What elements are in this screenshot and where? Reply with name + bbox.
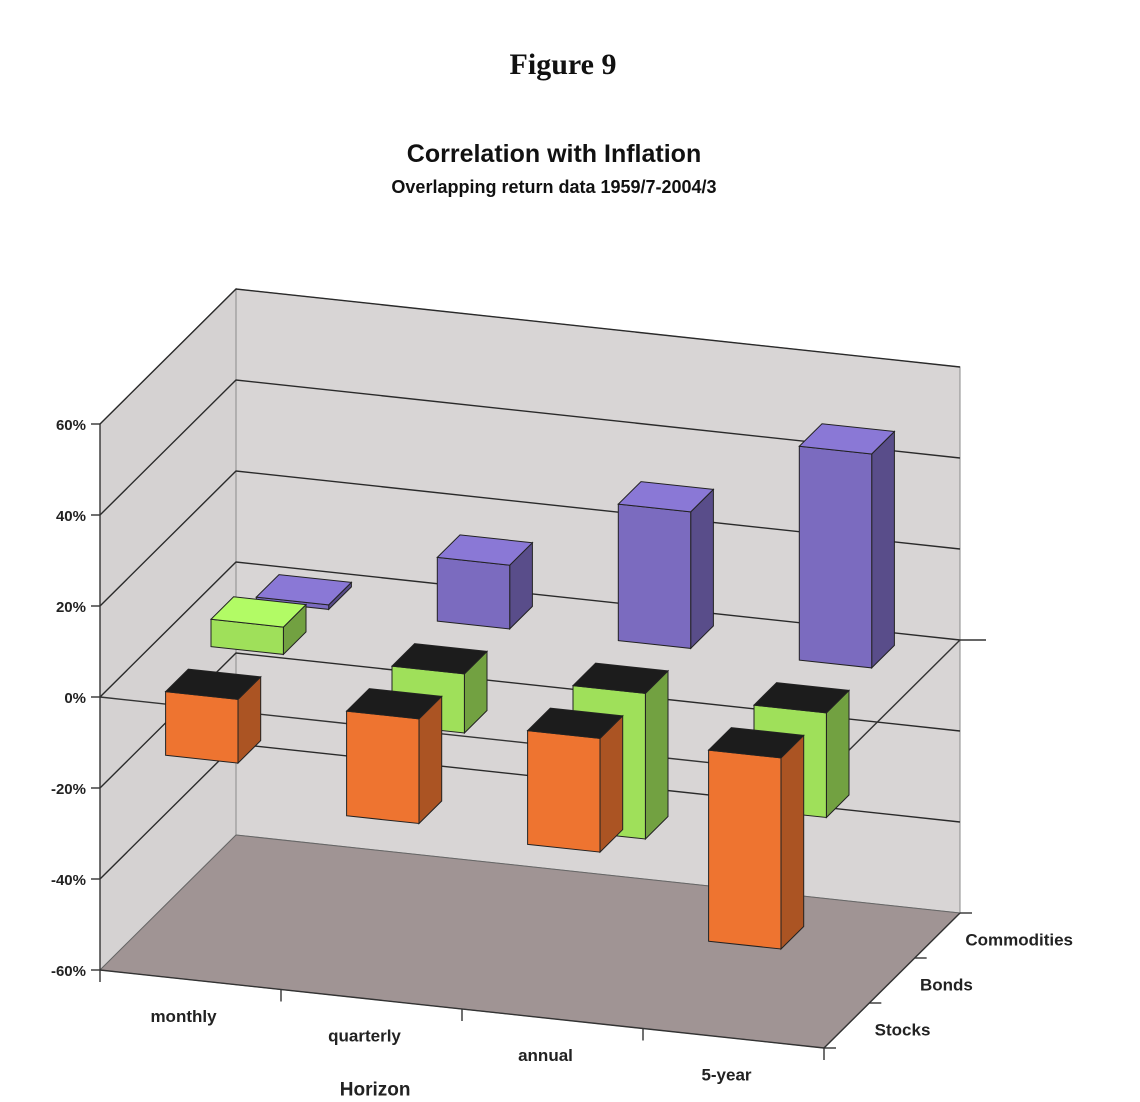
bar-stocks-monthly: [164, 668, 262, 765]
depth-tick-label: Bonds: [920, 976, 973, 995]
y-tick-label: 40%: [56, 508, 86, 525]
bar-front-face: [346, 710, 420, 825]
depth-axis-line: [823, 912, 961, 1049]
bar-side-face: [780, 734, 805, 951]
bar-stocks-5-year: [707, 727, 805, 951]
bar-top-face: [255, 574, 353, 606]
bar-commodities-5-year: [798, 423, 896, 670]
bar-commodities-annual: [617, 481, 715, 650]
gridline: [99, 379, 961, 516]
bar-stocks-annual: [526, 707, 624, 854]
bar-top-face: [209, 596, 308, 628]
x-tick-label: annual: [518, 1046, 573, 1065]
chart-title: Correlation with Inflation: [406, 140, 702, 168]
bar-top-face: [345, 688, 443, 720]
bar-top-face: [752, 682, 851, 714]
bar-side-face: [599, 714, 624, 854]
bar-top-face: [571, 662, 670, 694]
x-tick-label: quarterly: [328, 1026, 401, 1045]
gridline: [99, 470, 961, 607]
bar-top-face: [526, 707, 624, 739]
bar-front-face: [708, 749, 782, 950]
gridline: [99, 652, 961, 789]
bar-top-face: [390, 643, 489, 675]
chart-labels: 60% 40% 20% 0% -20% -40% -60% monthly quarterly a…: [51, 417, 1073, 1101]
y-tick-label: -40%: [51, 872, 86, 889]
bar-front-face: [527, 730, 601, 853]
chart-bars: [164, 423, 896, 951]
chart-walls: [98, 287, 962, 1049]
x-axis-title: Horizon: [340, 1080, 411, 1101]
bar-front-face: [798, 445, 873, 669]
bar-side-face: [690, 488, 714, 650]
bar-top-face: [707, 727, 805, 759]
bar-side-face: [871, 430, 895, 670]
chart-subtitle: Overlapping return data 1959/7-2004/3: [391, 177, 717, 197]
bar-top-face: [164, 668, 262, 700]
bar-top-face: [617, 481, 715, 513]
bar-front-face: [617, 503, 692, 649]
figure-label: Figure 9: [509, 48, 617, 81]
x-tick-label: 5-year: [701, 1065, 751, 1084]
bar-commodities-quarterly: [436, 534, 534, 631]
y-tick-label: -60%: [51, 963, 86, 980]
bar-top-face: [798, 423, 896, 455]
gridline: [99, 561, 961, 698]
bar-stocks-quarterly: [345, 688, 443, 825]
y-tick-label: 20%: [56, 599, 86, 616]
bar-commodities-monthly: [255, 574, 353, 611]
bar-front-face: [165, 691, 239, 764]
bar-top-face: [436, 534, 534, 566]
y-tick-label: 0%: [64, 690, 86, 707]
bar-side-face: [644, 669, 669, 841]
gridline: [99, 288, 961, 425]
x-tick-label: monthly: [150, 1007, 217, 1026]
y-tick-label: 60%: [56, 417, 86, 434]
bar-front-face: [436, 556, 511, 630]
depth-tick-label: Stocks: [875, 1021, 931, 1040]
depth-tick-label: Commodities: [965, 931, 1073, 950]
y-tick-label: -20%: [51, 781, 86, 798]
bar-bonds-monthly: [209, 596, 308, 656]
